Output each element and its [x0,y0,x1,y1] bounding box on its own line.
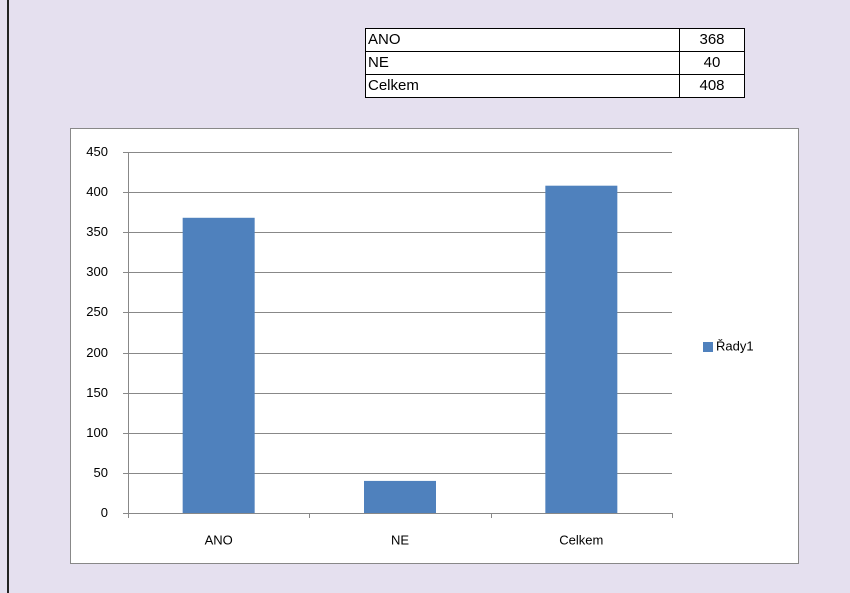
border-line [7,0,9,593]
x-tick-label: Celkem [559,532,603,547]
legend-label: Řady1 [716,338,754,353]
legend-swatch [703,342,713,352]
y-tick-label: 400 [86,184,108,199]
table-row: ANO 368 [365,28,745,52]
bar [545,185,618,513]
y-tick-label: 150 [86,385,108,400]
y-tick-label: 200 [86,345,108,360]
bar [182,217,255,513]
cell: Celkem [365,74,680,98]
x-tick-label: NE [391,532,409,547]
bar [364,480,436,513]
y-tick-label: 100 [86,425,108,440]
cell: 408 [679,74,745,98]
data-table: ANO 368 NE 40 Celkem 408 [365,28,745,98]
y-tick-label: 0 [101,505,108,520]
y-tick-label: 450 [86,144,108,159]
x-tick-label: ANO [205,532,233,547]
y-tick-label: 50 [94,465,108,480]
y-tick-label: 350 [86,224,108,239]
table-row: Celkem 408 [365,74,745,98]
y-tick-label: 300 [86,264,108,279]
y-tick-label: 250 [86,304,108,319]
cell: 40 [679,51,745,75]
